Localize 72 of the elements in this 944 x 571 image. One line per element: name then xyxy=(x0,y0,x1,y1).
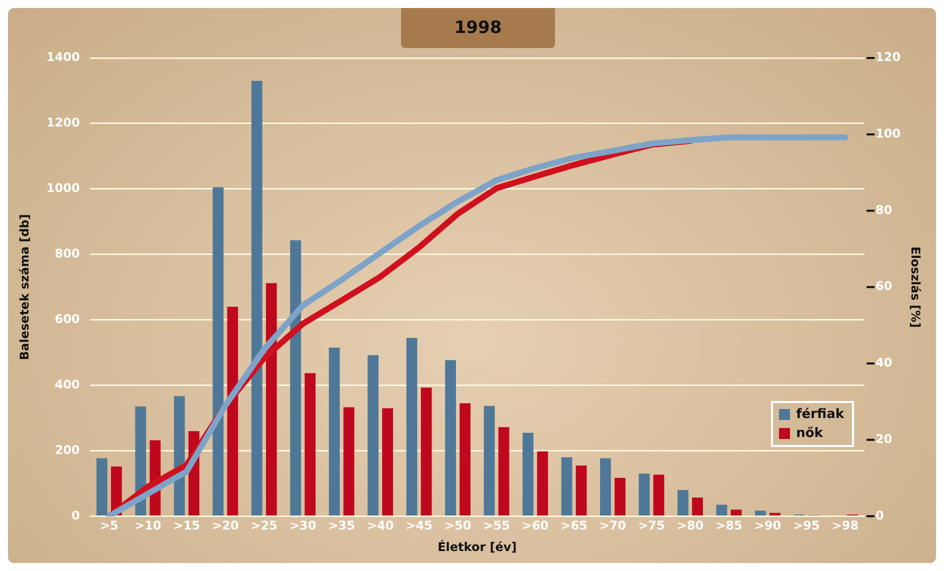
bar xyxy=(730,510,742,516)
x-tick-label: >60 xyxy=(522,518,549,533)
x-tick-label: >15 xyxy=(173,518,200,533)
bar xyxy=(576,465,587,516)
y-axis-title: Balesetek száma [db] xyxy=(17,214,32,360)
bar xyxy=(522,432,534,516)
x-tick-label: >10 xyxy=(134,518,162,533)
bar xyxy=(212,187,224,516)
bar xyxy=(96,458,108,516)
bar xyxy=(266,283,277,516)
y2-tick-label: 0 xyxy=(876,508,884,522)
x-tick-label: >80 xyxy=(676,518,704,533)
bar xyxy=(653,474,664,516)
bar xyxy=(638,474,650,516)
x-tick-label: >30 xyxy=(289,518,316,533)
bar xyxy=(600,458,611,516)
bar xyxy=(328,348,340,516)
legend-label: férfiak xyxy=(796,406,844,424)
x-tick-label: >95 xyxy=(793,518,820,533)
bar xyxy=(614,478,626,516)
y2-tick-label: 40 xyxy=(876,356,892,370)
x-tick-label: >50 xyxy=(444,518,472,533)
y-tick-label: 400 xyxy=(54,377,80,392)
x-tick-label: >70 xyxy=(599,518,626,533)
bar xyxy=(484,406,495,516)
x-tick-label: >40 xyxy=(366,518,394,533)
bar xyxy=(460,403,471,516)
bar xyxy=(290,240,302,516)
y2-tick-label: 60 xyxy=(876,279,892,294)
bar xyxy=(561,457,572,516)
chart-title: 1998 xyxy=(401,8,555,48)
bar xyxy=(770,512,780,516)
bar xyxy=(251,80,262,516)
x-axis-title: Életkor [év] xyxy=(438,538,517,554)
y-tick-label: 200 xyxy=(54,442,80,457)
bar xyxy=(304,373,316,516)
bar xyxy=(498,427,510,516)
bar xyxy=(368,355,379,516)
bar xyxy=(754,510,766,516)
bar xyxy=(678,490,688,516)
y2-tick-label: 80 xyxy=(876,202,892,217)
x-tick-label: >90 xyxy=(754,518,782,533)
bar xyxy=(445,360,456,516)
x-tick-label: >65 xyxy=(560,518,588,533)
x-tick-label: >20 xyxy=(212,518,239,533)
y-tick-label: 0 xyxy=(71,508,80,522)
x-tick-label: >85 xyxy=(716,518,742,533)
x-tick-label: >35 xyxy=(328,518,355,533)
y-tick-label: 1000 xyxy=(46,181,80,196)
bar xyxy=(227,306,238,516)
x-tick-label: >55 xyxy=(483,518,510,533)
bar xyxy=(692,498,703,516)
y-tick-label: 1400 xyxy=(46,50,80,64)
y2-axis-title: Eloszlás [%] xyxy=(908,246,923,328)
x-tick-label: >75 xyxy=(638,518,665,533)
y-tick-label: 1200 xyxy=(46,116,80,130)
x-tick-label: >5 xyxy=(100,518,118,533)
y2-tick-label: 100 xyxy=(876,126,901,140)
y2-tick-label: 20 xyxy=(876,432,892,446)
bar xyxy=(343,407,354,516)
y2-tick-label: 120 xyxy=(876,50,901,64)
x-tick-label: >45 xyxy=(406,518,432,533)
bar xyxy=(716,504,728,516)
legend-label: nők xyxy=(796,425,823,443)
x-tick-label: >98 xyxy=(832,518,859,533)
bar xyxy=(537,451,548,516)
x-tick-label: >25 xyxy=(250,518,278,533)
bar xyxy=(382,408,394,516)
bar xyxy=(420,388,432,516)
y-tick-label: 800 xyxy=(54,246,80,260)
y-tick-label: 600 xyxy=(54,312,80,326)
bar xyxy=(406,338,418,516)
